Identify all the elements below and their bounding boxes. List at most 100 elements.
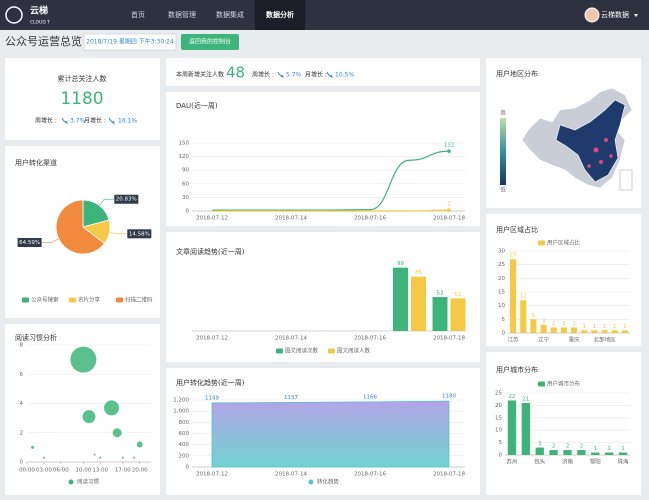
- bubble: [99, 456, 102, 459]
- pie-leader: [41, 238, 59, 243]
- legend-label: 公众号搜索: [31, 296, 59, 304]
- y-tick-label: 8: [20, 343, 24, 349]
- x-tick-label: 2018-07-14: [275, 472, 307, 478]
- growth-value: 10.5%: [335, 72, 354, 79]
- growth-icon: [108, 117, 115, 124]
- area: [211, 400, 450, 468]
- nav-item[interactable]: 数据分析: [266, 10, 294, 19]
- bar: [540, 324, 547, 333]
- data-label: 53: [437, 291, 444, 297]
- data-label: 2: [447, 202, 451, 208]
- growth-icon: [61, 117, 68, 124]
- x-tick-label: 苏州: [506, 458, 517, 466]
- y-tick-label: 120: [179, 154, 190, 160]
- bar: [393, 267, 408, 331]
- bubble: [136, 441, 143, 448]
- y-tick-label: 5: [502, 317, 506, 323]
- kpi-value: 1180: [60, 89, 103, 109]
- growth-value: 5.7%: [286, 72, 302, 79]
- map-point: [604, 138, 608, 142]
- map-point: [609, 154, 613, 158]
- visual-map-high: 高: [500, 109, 506, 117]
- panel-title: 用户区域占比: [496, 225, 538, 234]
- panel: [166, 92, 480, 226]
- legend-label: 扫描二维码: [125, 296, 153, 304]
- y-tick-label: 20: [498, 276, 505, 282]
- y-tick-label: 15: [498, 290, 505, 296]
- brand: 云梯: [30, 5, 48, 17]
- x-tick-label: 06:00: [53, 468, 69, 474]
- panel: [166, 232, 480, 362]
- data-label: 85: [415, 270, 422, 276]
- bubble: [121, 456, 124, 459]
- data-label: 1: [594, 446, 598, 452]
- y-tick-label: 60: [182, 181, 189, 187]
- x-tick-label: 2018-07-18: [433, 472, 465, 478]
- y-tick-label: 0: [186, 209, 190, 215]
- x-tick-label: 2018-07-16: [354, 336, 386, 342]
- y-tick-label: 30: [182, 195, 189, 201]
- x-tick-label: 03:00: [36, 468, 52, 474]
- map-point: [587, 164, 591, 168]
- legend-label: 用户城市分布: [547, 380, 581, 388]
- bar: [510, 259, 517, 333]
- y-tick-label: 0: [502, 331, 506, 337]
- legend-swatch: [69, 297, 76, 303]
- console-button-label[interactable]: 返回我的控制台: [189, 38, 231, 46]
- x-tick-label: 10:00: [75, 468, 91, 474]
- line: [212, 150, 450, 211]
- x-tick-label: 2018-07-12: [196, 336, 228, 342]
- x-tick-label: 2018-07-12: [196, 216, 228, 222]
- page-title: 公众号运营总览: [5, 34, 82, 48]
- legend-label: 转化趋势: [317, 478, 340, 486]
- bubble: [112, 428, 122, 438]
- pie-leader: [109, 231, 128, 235]
- data-label: 132: [444, 143, 455, 149]
- pie-label: 20.83%: [116, 197, 137, 203]
- bar: [591, 330, 598, 333]
- y-tick-label: 5: [499, 440, 503, 446]
- legend-label: 名片分享: [78, 296, 101, 304]
- legend-swatch: [22, 297, 29, 303]
- nav-item[interactable]: 数据管理: [168, 10, 196, 19]
- x-tick-label: 北部地区: [594, 336, 617, 344]
- x-tick-label: 13:00: [92, 468, 108, 474]
- bar: [450, 298, 466, 331]
- brand-sub: CLOUD T: [30, 20, 50, 26]
- bar: [605, 452, 614, 455]
- bar: [591, 452, 600, 455]
- bar: [411, 276, 426, 331]
- panel: [166, 58, 480, 86]
- legend-label: 图文阅读人数: [337, 347, 371, 355]
- legend-label: 用户区域占比: [547, 239, 581, 247]
- data-label: 3: [538, 441, 542, 447]
- x-tick-label: 2018-07-12: [196, 472, 228, 478]
- nav-item[interactable]: 首页: [131, 10, 145, 19]
- data-label: 22: [508, 394, 515, 400]
- x-tick-label: 鄂阳: [590, 458, 601, 466]
- x-tick-label: 重庆: [569, 336, 581, 344]
- line: [211, 209, 450, 212]
- data-label: 2: [566, 444, 570, 450]
- pie-label-box: [17, 237, 42, 247]
- map-point: [593, 147, 599, 153]
- x-tick-label: 珠海: [618, 458, 630, 466]
- growth-value: 16.1%: [118, 118, 137, 125]
- bubble: [104, 400, 120, 416]
- data-label: 12: [520, 294, 527, 300]
- data-label: 2: [552, 444, 556, 450]
- y-tick-label: 2: [20, 430, 24, 436]
- data-label: 1166: [363, 394, 377, 400]
- bubble: [82, 410, 96, 424]
- pie-label-box: [114, 194, 139, 204]
- panel-title: 用户转化渠道: [15, 158, 57, 167]
- avatar[interactable]: [584, 7, 600, 23]
- console-button[interactable]: [181, 34, 239, 50]
- growth-icon: [326, 71, 333, 78]
- user-name[interactable]: 云梯数据: [601, 10, 629, 19]
- y-tick-label: 150: [179, 141, 190, 147]
- nav-item[interactable]: 数据集成: [216, 10, 244, 19]
- panel-title: 用户城市分布: [496, 365, 538, 374]
- caret[interactable]: [634, 14, 638, 17]
- x-tick-label: 00:00: [19, 468, 35, 474]
